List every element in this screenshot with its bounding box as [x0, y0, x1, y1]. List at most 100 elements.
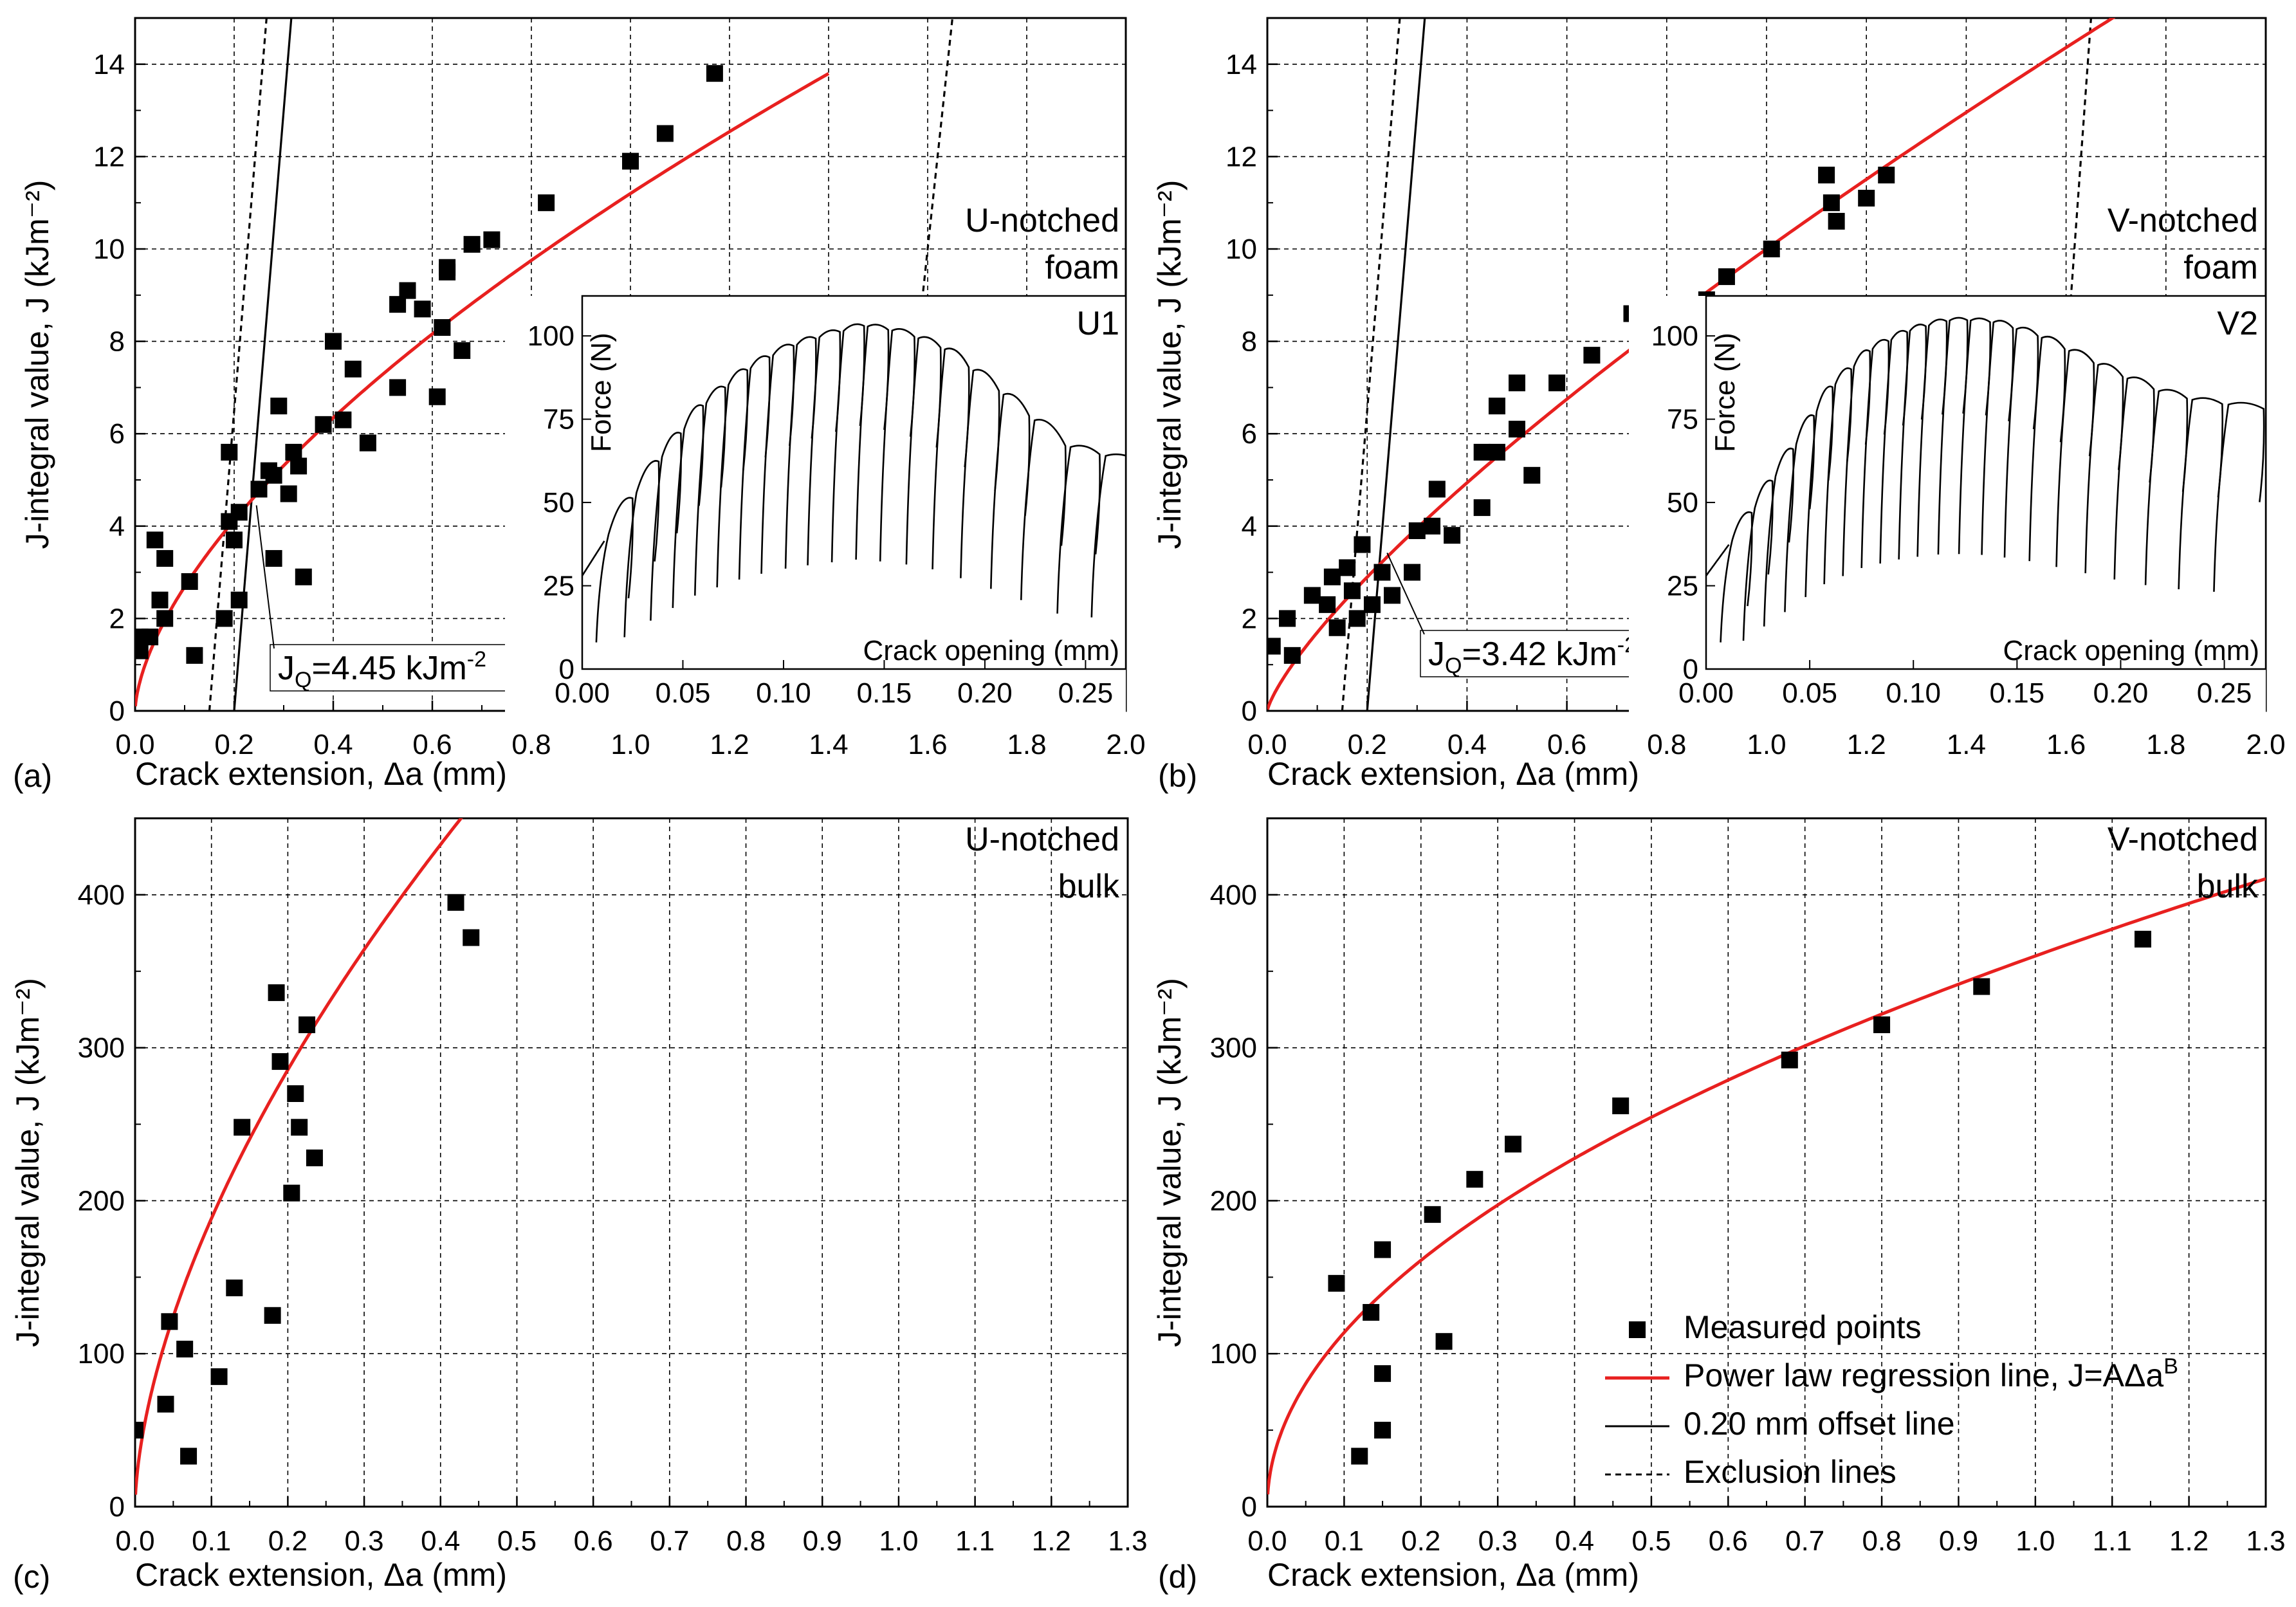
data-point: [454, 342, 471, 359]
data-point: [1523, 466, 1541, 484]
data-point: [1363, 596, 1381, 613]
y-tick-label: 300: [78, 1033, 125, 1064]
inset-y-axis-label: Force (N): [1709, 333, 1741, 452]
data-point: [1583, 347, 1601, 364]
data-point: [234, 1119, 251, 1136]
x-tick-label: 1.8: [1007, 729, 1046, 760]
inset-y-tick-label: 0: [1683, 654, 1698, 685]
jq-leader: [1386, 553, 1425, 635]
panel-4: 0.0 0.1 0.2 0.3 0.4 0.5 0.6 0.7 0.8 0.9 1.0 1.1 1.2 1…: [1152, 817, 2286, 1595]
data-point: [1858, 190, 1875, 207]
x-tick-label: 0.2: [268, 1525, 308, 1557]
inset-x-tick-label: 0.25: [1058, 677, 1114, 709]
data-point: [142, 629, 159, 646]
data-point: [291, 1119, 308, 1136]
load-cycle: [623, 460, 660, 638]
y-tick-label: 400: [78, 879, 125, 911]
panel-letter: (a): [13, 758, 52, 794]
initial-loading: [582, 540, 605, 576]
data-point: [271, 1053, 289, 1070]
inset-y-tick-label: 0: [559, 654, 574, 685]
data-point: [1548, 374, 1566, 392]
inset-frame: [581, 295, 1127, 670]
jq-label: JQ=4.45 kJm-2: [278, 647, 486, 692]
data-point: [226, 531, 243, 549]
x-tick-label: 2.0: [2246, 729, 2285, 760]
x-axis-label: Crack extension, Δa (mm): [1267, 756, 1639, 792]
data-point: [538, 194, 555, 212]
inset-x-axis-label: Crack opening (mm): [2003, 635, 2259, 666]
jq-box: [270, 644, 528, 692]
y-axis-label: J-integral value, J (kJm⁻²): [19, 180, 55, 549]
y-tick-label: 0: [109, 695, 125, 727]
inset-x-tick-label: 0.10: [1886, 677, 1941, 709]
x-tick-label: 1.2: [2169, 1525, 2209, 1557]
data-point: [264, 1307, 281, 1324]
y-tick-label: 14: [93, 49, 125, 80]
note-line-2: bulk: [1058, 868, 1120, 905]
data-point: [1466, 1171, 1483, 1188]
grid: [135, 818, 1128, 1507]
data-point: [1473, 499, 1491, 517]
y-tick-label: 2: [109, 603, 125, 634]
x-tick-label: 1.3: [2246, 1525, 2285, 1557]
data-point: [290, 457, 308, 475]
data-point: [706, 65, 723, 82]
y-axis-label: J-integral value, J (kJm⁻²): [1152, 978, 1188, 1347]
data-point: [156, 610, 174, 627]
load-cycles: [1706, 317, 2265, 643]
data-point: [1408, 522, 1426, 539]
data-point: [135, 642, 149, 659]
y-axis-label: J-integral value, J (kJm⁻²): [1152, 180, 1188, 549]
panel-letter: (b): [1158, 758, 1197, 794]
data-point: [283, 1184, 300, 1202]
offset-line: [1366, 18, 1426, 711]
panel-3: 0.0 0.1 0.2 0.3 0.4 0.5 0.6 0.7 0.8 0.9 1.0 1.1 1.2 1…: [10, 817, 1148, 1595]
legend-label: Measured points: [1684, 1309, 1922, 1345]
data-point: [1374, 1365, 1391, 1382]
panel-letter: (d): [1158, 1559, 1197, 1595]
data-point: [414, 300, 431, 318]
data-point: [335, 411, 352, 428]
measured-points: [135, 894, 480, 1465]
data-point: [135, 1422, 143, 1439]
specimen-note: U-notched foam: [965, 202, 1119, 286]
data-point: [1823, 194, 1840, 212]
y-tick-label: 400: [1210, 879, 1257, 911]
x-tick-label: 1.6: [908, 729, 947, 760]
data-point: [428, 388, 446, 405]
inset-x-tick-label: 0.00: [555, 677, 610, 709]
data-point: [434, 319, 451, 336]
data-point: [1828, 212, 1845, 230]
data-point: [268, 984, 285, 1002]
data-point: [295, 568, 312, 585]
x-tick-label: 1.3: [1108, 1525, 1147, 1557]
data-point: [1878, 167, 1895, 184]
panel-2: 0.0 0.2 0.4 0.6 0.8 1.0 1.2 1.4 1.6 1.8 2.0 0 2 4 6 8 10…: [1152, 17, 2286, 794]
x-axis-label: Crack extension, Δa (mm): [1267, 1557, 1639, 1593]
x-tick-label: 0.3: [344, 1525, 383, 1557]
note-line-1: U-notched: [965, 202, 1119, 239]
legend-square-marker: [1629, 1321, 1646, 1338]
x-tick-label: 1.2: [710, 729, 749, 760]
jq-annotation: JQ=3.42 kJm-2: [1386, 553, 1666, 678]
data-point: [287, 1085, 304, 1102]
data-point: [1339, 559, 1356, 576]
data-point: [463, 929, 480, 946]
data-point: [250, 481, 268, 498]
data-point: [344, 360, 362, 378]
data-point: [1384, 587, 1401, 604]
plot-frame: [1266, 817, 2267, 1508]
x-tick-label: 1.6: [2046, 729, 2086, 760]
note-line-2: bulk: [2197, 868, 2259, 905]
x-axis-label: Crack extension, Δa (mm): [135, 1557, 507, 1593]
load-cycle: [1784, 414, 1815, 612]
specimen-note: V-notched bulk: [2108, 821, 2259, 905]
jq-annotation: JQ=4.45 kJm-2: [255, 505, 528, 692]
x-tick-label: 0.6: [412, 729, 452, 760]
plot-area: [135, 18, 954, 711]
inset-specimen-label: V2: [2217, 305, 2258, 342]
data-point: [210, 1368, 228, 1385]
legend-label: Exclusion lines: [1684, 1454, 1896, 1490]
x-tick-label: 0.0: [1247, 1525, 1287, 1557]
